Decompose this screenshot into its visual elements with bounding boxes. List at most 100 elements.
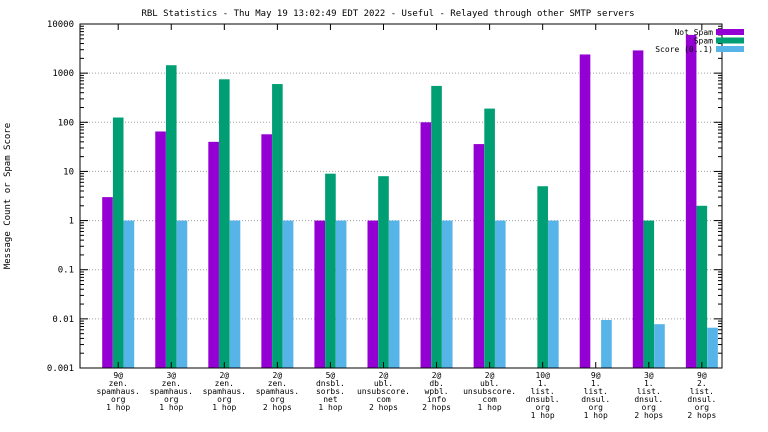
x-tick-label-line: 1 hop [212, 403, 236, 412]
x-tick-label-line: spamhaus. [256, 387, 299, 396]
bar-not-spam [579, 54, 591, 368]
bar-not-spam [632, 50, 644, 368]
x-tick-label-line: spamhaus. [97, 387, 140, 396]
bar-score-0-1 [441, 220, 453, 368]
bar-score-0-1 [176, 220, 188, 368]
bar-score-0-1 [335, 220, 347, 368]
bar-score-0-1 [123, 220, 135, 368]
x-tick-label-line: 1 hop [531, 411, 555, 420]
x-tick-label-line: 2 hops [369, 403, 398, 412]
bar-spam [325, 173, 336, 368]
x-tick-label-line: list. [637, 387, 661, 396]
x-tick-label-line: 2@ [379, 371, 389, 380]
x-tick-label-line: ubl. [480, 379, 499, 388]
bar-not-spam [367, 220, 379, 368]
legend-swatch [716, 37, 744, 44]
x-tick-label-line: 9@ [113, 371, 123, 380]
x-tick-label-line: com [482, 395, 497, 404]
x-tick-label-line: 2@ [432, 371, 442, 380]
legend-label: Spam [694, 37, 713, 46]
x-tick-label-line: org [695, 403, 710, 412]
x-tick-label-line: 2. [697, 379, 707, 388]
x-tick-label-line: 1 hop [159, 403, 183, 412]
x-tick-label-line: info [427, 395, 446, 404]
x-tick-label-line: dnsbl. [316, 379, 345, 388]
bar-not-spam [155, 131, 166, 368]
chart-title: RBL Statistics - Thu May 19 13:02:49 EDT… [141, 9, 634, 19]
bar-score-0-1 [654, 324, 665, 368]
x-tick-label-line: org [535, 403, 550, 412]
y-tick-label: 1000 [52, 69, 74, 79]
y-tick-label: 10 [63, 167, 74, 177]
x-tick-label-line: 1 hop [318, 403, 342, 412]
x-tick-label-line: zen. [215, 379, 234, 388]
x-tick-label-line: 1. [591, 379, 601, 388]
x-tick-label-line: 3@ [644, 371, 654, 380]
bar-spam [484, 108, 495, 368]
x-tick-label-line: org [270, 395, 285, 404]
bar-not-spam [685, 34, 697, 368]
bar-spam [272, 84, 283, 368]
x-tick-label-line: 5@ [326, 371, 336, 380]
x-tick-label-line: 2 hops [422, 403, 451, 412]
bar-spam [165, 65, 177, 369]
x-tick-label-line: 2@ [219, 371, 229, 380]
x-tick-label-line: 1. [538, 379, 548, 388]
x-tick-label-line: unsubscore. [357, 387, 410, 396]
y-tick-label: 10000 [47, 20, 74, 30]
y-tick-label: 0.1 [58, 266, 74, 276]
x-tick-label-line: 2 hops [687, 411, 716, 420]
x-tick-label-line: 2 hops [263, 403, 292, 412]
x-tick-label-line: ubl. [374, 379, 393, 388]
y-tick-label: 0.01 [52, 315, 74, 325]
bar-score-0-1 [495, 220, 506, 368]
x-tick-label-line: 1 hop [478, 403, 502, 412]
bar-not-spam [261, 134, 272, 368]
y-axis-label: Message Count or Spam Score [3, 123, 13, 269]
x-tick-label-line: dnsul. [634, 395, 663, 404]
bar-not-spam [208, 141, 219, 368]
legend-label: Score (0..1) [655, 45, 713, 54]
x-tick-label-line: dnsul. [687, 395, 716, 404]
x-tick-label-line: 10@ [535, 371, 550, 380]
x-tick-label-line: zen. [109, 379, 128, 388]
gridlines [80, 72, 722, 320]
x-tick-label-line: zen. [162, 379, 181, 388]
legend-swatch [716, 46, 744, 52]
bar-score-0-1 [601, 319, 612, 368]
bar-score-0-1 [282, 220, 294, 368]
x-tick-label-line: spamhaus. [203, 387, 246, 396]
bars [102, 34, 718, 369]
x-tick-label-line: org [111, 395, 126, 404]
x-tick-label-line: list. [584, 387, 608, 396]
bar-not-spam [314, 220, 326, 368]
x-tick-label-line: 9@ [697, 371, 707, 380]
bar-spam [378, 176, 389, 368]
bar-score-0-1 [707, 327, 718, 368]
bar-not-spam [420, 122, 432, 369]
bar-spam [696, 205, 708, 368]
x-tick-label-line: list. [531, 387, 555, 396]
bar-spam [219, 79, 230, 368]
x-tick-label-line: net [323, 395, 338, 404]
x-tick-label-line: com [376, 395, 391, 404]
bar-spam [537, 186, 548, 368]
bar-spam [431, 85, 442, 369]
x-tick-label-line: 9@ [591, 371, 601, 380]
x-tick-label-line: unsubscore. [463, 387, 516, 396]
bar-score-0-1 [229, 220, 241, 368]
x-tick-label-line: list. [690, 387, 714, 396]
x-tick-label-line: 1 hop [106, 403, 130, 412]
x-tick-label-line: sorbs. [316, 387, 345, 396]
x-tick-label-line: 3@ [166, 371, 176, 380]
y-tick-label: 0.001 [47, 364, 74, 374]
x-tick-label-line: spamhaus. [150, 387, 193, 396]
x-tick-label-line: org [642, 403, 657, 412]
x-tick-label-line: 2 hops [634, 411, 663, 420]
x-tick-label-line: 1 hop [584, 411, 608, 420]
bar-not-spam [473, 144, 485, 368]
y-axis-tick-labels: 0.001 0.01 0.1 1 10 100 1000 10000 [47, 20, 74, 374]
x-tick-label-line: 2@ [273, 371, 283, 380]
